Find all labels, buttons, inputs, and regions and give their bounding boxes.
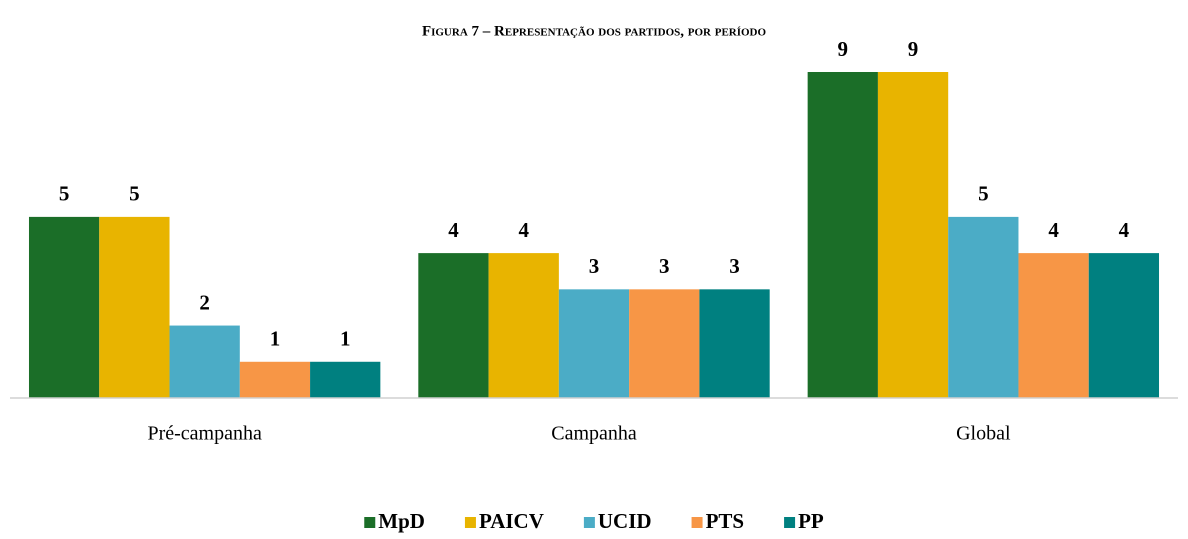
legend-label: PTS xyxy=(706,509,745,533)
bar xyxy=(310,361,381,398)
data-label: 4 xyxy=(1048,218,1059,242)
x-tick-label: Pré-campanha xyxy=(147,423,262,445)
bar xyxy=(28,216,100,398)
data-label: 3 xyxy=(659,254,670,278)
data-label: 1 xyxy=(340,327,351,351)
legend-swatch xyxy=(364,517,376,528)
legend-label: PP xyxy=(798,509,824,533)
bar xyxy=(169,325,240,398)
bar xyxy=(239,361,311,398)
data-label: 2 xyxy=(199,290,210,314)
x-tick-label: Global xyxy=(956,423,1011,445)
bar xyxy=(488,253,559,398)
data-label: 3 xyxy=(729,254,740,278)
data-label: 5 xyxy=(59,182,70,206)
legend-swatch xyxy=(583,517,595,528)
bar xyxy=(877,72,949,398)
legend-swatch xyxy=(464,517,476,528)
legend-label: PAICV xyxy=(479,509,544,533)
data-label: 4 xyxy=(518,218,529,242)
bar xyxy=(418,253,489,398)
legend-label: UCID xyxy=(598,509,652,533)
legend-label: MpD xyxy=(378,509,425,533)
bar xyxy=(1088,253,1160,398)
bar xyxy=(948,216,1019,398)
data-label: 9 xyxy=(838,37,849,61)
data-label: 4 xyxy=(448,218,459,242)
data-label: 4 xyxy=(1119,218,1130,242)
chart-title: Figura 7 – Representação dos partidos, p… xyxy=(422,23,767,39)
legend-swatch xyxy=(691,517,703,528)
bar xyxy=(629,289,700,398)
bar xyxy=(1018,253,1089,398)
data-label: 9 xyxy=(908,37,919,61)
bar xyxy=(807,72,878,398)
data-label: 1 xyxy=(270,327,281,351)
bar xyxy=(699,289,770,398)
data-label: 3 xyxy=(589,254,600,278)
legend-swatch xyxy=(784,517,796,528)
bar xyxy=(99,216,170,398)
x-tick-label: Campanha xyxy=(551,423,637,445)
bar xyxy=(558,289,630,398)
data-label: 5 xyxy=(978,182,989,206)
data-label: 5 xyxy=(129,182,140,206)
